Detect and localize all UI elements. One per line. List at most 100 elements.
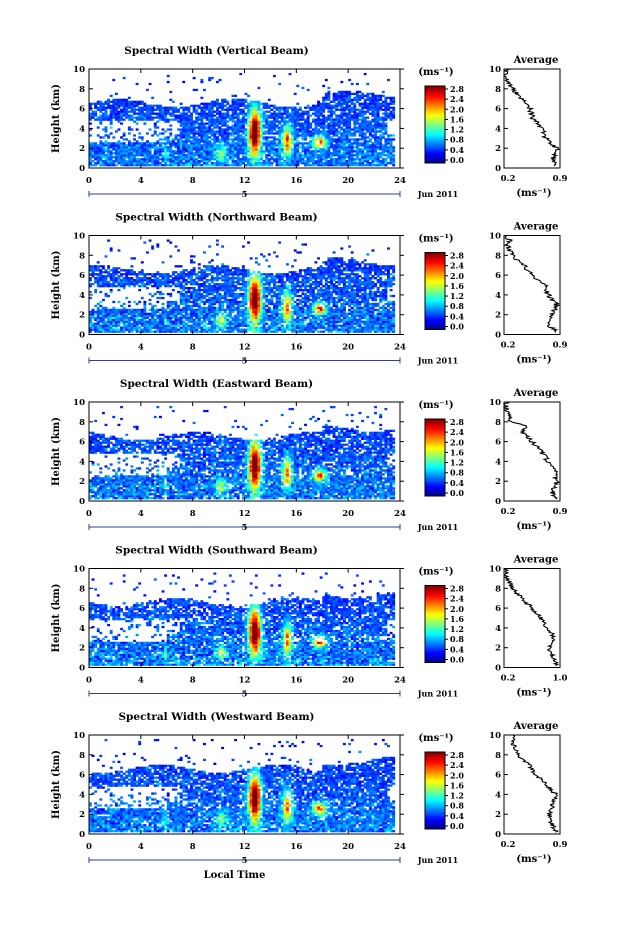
xtick-label: 0	[86, 176, 92, 186]
heatmap-cell	[371, 144, 375, 147]
heatmap-cell	[241, 320, 245, 323]
heatmap-cell	[135, 273, 139, 276]
heatmap-cell	[148, 148, 152, 151]
heatmap-cell	[171, 283, 175, 286]
heatmap-cell	[244, 294, 248, 298]
heatmap-cell	[210, 302, 214, 306]
heatmap-cell	[158, 285, 162, 288]
heatmap-cell	[169, 241, 173, 244]
heatmap-cell	[127, 146, 131, 149]
heatmap-cell	[304, 120, 307, 123]
heatmap-cell	[208, 152, 212, 155]
heatmap-cell	[228, 108, 232, 111]
heatmap-cell	[257, 306, 261, 310]
heatmap-cell	[381, 104, 385, 107]
heatmap-cell	[107, 116, 111, 119]
heatmap-cell	[153, 162, 157, 165]
heatmap-cell	[384, 138, 388, 141]
heatmap-cell	[340, 110, 344, 113]
heatmap-cell	[387, 142, 390, 145]
heatmap-cell	[138, 114, 142, 117]
heatmap-cell	[179, 320, 183, 323]
heatmap-cell	[262, 124, 266, 127]
heatmap-cell	[361, 114, 365, 117]
heatmap-cell	[89, 148, 92, 151]
heatmap-cell	[171, 277, 175, 280]
heatmap-cell	[374, 122, 377, 125]
heatmap-cell	[125, 112, 129, 115]
heatmap-cell	[363, 158, 367, 161]
colorbar-swatch	[425, 161, 445, 164]
heatmap-cell	[226, 132, 230, 135]
heatmap-cell	[241, 144, 245, 147]
heatmap-cell	[96, 285, 100, 288]
heatmap-cell	[226, 106, 230, 109]
heatmap-cell	[205, 281, 209, 284]
heatmap-cell	[267, 253, 271, 256]
heatmap-cell	[122, 277, 126, 280]
heatmap-cell	[254, 328, 258, 331]
heatmap-cell	[127, 118, 131, 121]
heatmap-cell	[381, 132, 385, 135]
heatmap-cell	[200, 288, 204, 292]
heatmap-cell	[228, 158, 232, 161]
heatmap-cell	[135, 102, 139, 105]
heatmap-cell	[314, 146, 318, 149]
heatmap-cell	[236, 312, 240, 315]
heatmap-cell	[104, 277, 108, 280]
heatmap-cell	[171, 288, 175, 292]
heatmap-cell	[218, 148, 222, 151]
heatmap-cell	[265, 259, 269, 262]
heatmap-cell	[252, 106, 256, 109]
heatmap-cell	[164, 318, 168, 321]
heatmap-cell	[368, 164, 372, 167]
heatmap-cell	[153, 279, 157, 282]
heatmap-cell	[311, 112, 315, 115]
heatmap-cell	[241, 304, 245, 308]
heatmap-cell	[363, 100, 367, 103]
heatmap-cell	[107, 146, 111, 149]
heatmap-cell	[304, 148, 307, 151]
colorbar-tick-label: 2.4	[450, 94, 464, 104]
heatmap-cell	[350, 150, 354, 153]
heatmap-cell	[278, 146, 282, 149]
heatmap-cell	[293, 154, 297, 157]
heatmap-cell	[361, 136, 365, 139]
heatmap-cell	[332, 128, 336, 131]
heatmap-cell	[127, 330, 131, 333]
heatmap-cell	[127, 104, 131, 107]
heatmap-cell	[285, 112, 289, 115]
colorbar-swatch	[425, 89, 445, 93]
heatmap-cell	[223, 273, 227, 276]
heatmap-cell	[146, 144, 149, 147]
heatmap-cell	[112, 314, 116, 317]
heatmap-cell	[127, 273, 131, 276]
heatmap-cell	[192, 320, 196, 323]
heatmap-cell	[234, 102, 238, 105]
heatmap-cell	[327, 126, 331, 129]
heatmap-cell	[342, 134, 346, 137]
heatmap-cell	[156, 245, 160, 248]
heatmap-cell	[252, 130, 256, 133]
heatmap-cell	[166, 128, 170, 131]
heatmap-cell	[381, 120, 385, 123]
heatmap-cell	[379, 134, 383, 137]
heatmap-cell	[291, 114, 295, 117]
colorbar-swatch	[425, 137, 445, 141]
heatmap-cell	[215, 296, 219, 300]
heatmap-cell	[203, 316, 206, 319]
heatmap-cell	[156, 148, 160, 151]
colorbar-swatch	[425, 107, 445, 110]
heatmap-cell	[361, 152, 365, 155]
heatmap-cell	[387, 134, 390, 137]
heatmap-cell	[342, 96, 346, 99]
heatmap-cell	[363, 142, 367, 145]
heatmap-cell	[239, 288, 243, 292]
heatmap-cell	[89, 114, 92, 117]
heatmap-cell	[241, 275, 245, 278]
heatmap-cell	[283, 122, 287, 125]
heatmap-cell	[239, 310, 243, 314]
heatmap-cell	[335, 146, 339, 149]
heatmap-cell	[260, 288, 263, 292]
heatmap-cell	[158, 324, 162, 327]
